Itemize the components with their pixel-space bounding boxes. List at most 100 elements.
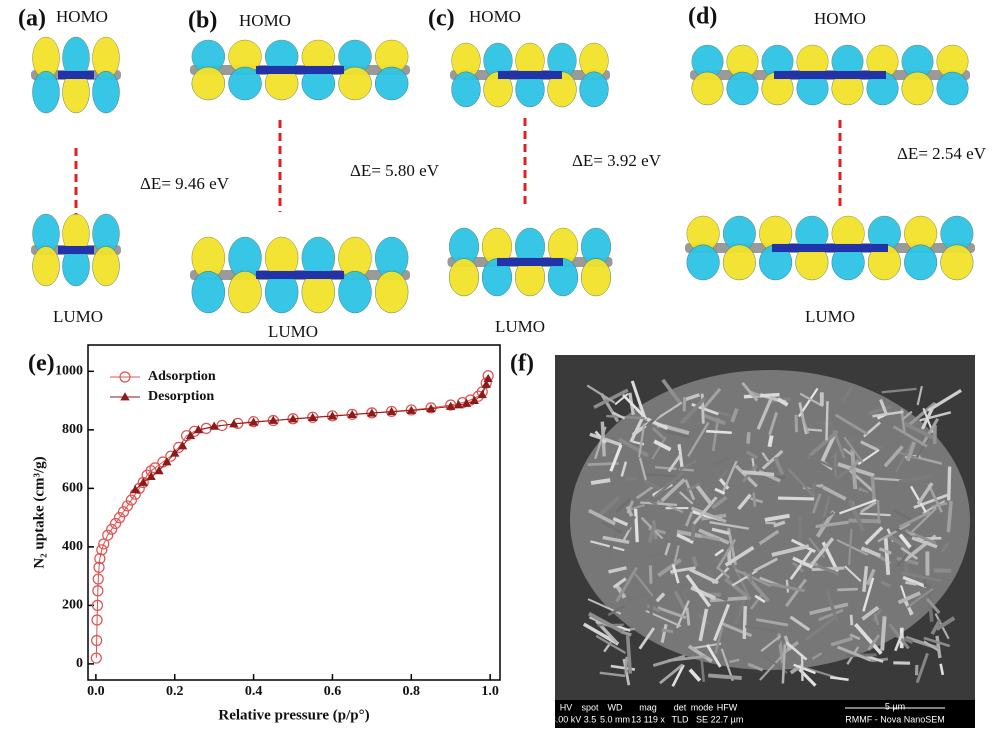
sem-fiber <box>892 509 914 522</box>
y-tick-label: 0 <box>76 656 83 671</box>
sem-fiber <box>927 389 962 412</box>
data-point <box>113 512 126 524</box>
sem-fiber <box>909 507 938 534</box>
sem-fiber <box>651 436 667 460</box>
data-point <box>125 494 137 506</box>
data-point <box>92 573 104 585</box>
sem-fiber <box>646 553 663 557</box>
orbital <box>190 39 410 101</box>
sem-fiber <box>866 568 876 586</box>
sem-fiber <box>590 540 625 552</box>
lobe <box>726 71 759 106</box>
molecule-core <box>256 271 344 279</box>
data-point <box>386 406 397 416</box>
sem-fiber <box>682 569 714 596</box>
sem-fiber <box>842 447 854 457</box>
sem-fiber <box>915 652 929 684</box>
sem-fiber <box>907 402 936 427</box>
sem-fiber <box>709 596 748 603</box>
orbital <box>450 42 610 108</box>
lobe <box>191 271 226 314</box>
x-tick-label: 1.0 <box>481 684 499 699</box>
lobe <box>691 71 724 106</box>
sem-info-bar <box>555 700 975 728</box>
lobe <box>228 66 262 101</box>
sem-fiber <box>714 626 724 654</box>
sem-fiber <box>750 497 764 504</box>
data-point <box>90 652 102 664</box>
sem-fiber <box>745 450 758 460</box>
sem-fiber <box>598 496 620 517</box>
plot-frame <box>87 344 501 681</box>
sem-header: det <box>674 702 687 712</box>
sem-fiber <box>690 522 696 541</box>
x-tick-label: 0.8 <box>403 684 421 699</box>
data-point <box>162 457 172 466</box>
sem-fiber <box>803 511 835 533</box>
data-point <box>96 544 108 556</box>
sem-fiber <box>609 444 623 472</box>
molecule-core <box>772 244 888 252</box>
orbital <box>685 215 975 281</box>
data-point <box>146 471 156 481</box>
lobe <box>940 244 974 281</box>
sem-fiber <box>877 499 880 524</box>
sem-fiber <box>867 634 881 651</box>
homo-label: HOMO <box>814 9 866 28</box>
data-point <box>446 401 456 410</box>
sem-fiber <box>868 404 893 415</box>
sem-fiber <box>770 582 805 593</box>
sem-fiber <box>799 392 824 408</box>
sem-fiber <box>698 608 709 642</box>
lobe <box>374 66 409 101</box>
x-tick-label: 0.6 <box>324 684 342 699</box>
x-tick-label: 0.0 <box>87 684 105 699</box>
sem-fiber <box>862 577 875 612</box>
sem-fiber <box>614 393 629 406</box>
sem-fiber <box>800 415 810 434</box>
sem-fiber <box>839 498 877 515</box>
lobe <box>191 66 226 101</box>
sem-fiber <box>595 634 627 654</box>
sem-fiber <box>785 578 807 608</box>
sem-fiber <box>737 493 752 511</box>
sem-fiber <box>685 574 712 608</box>
sem-fiber <box>753 557 778 573</box>
x-tick-label: 0.2 <box>166 684 184 699</box>
sem-fiber <box>880 616 887 651</box>
sem-fiber <box>894 527 911 538</box>
sem-fiber <box>896 556 919 566</box>
sem-fiber <box>734 568 772 588</box>
sem-fiber <box>836 539 869 556</box>
sem-fiber <box>742 470 775 477</box>
sem-fiber <box>607 604 626 617</box>
sem-fiber <box>625 476 638 482</box>
lobe <box>448 258 480 297</box>
sem-fiber <box>825 590 839 622</box>
sem-fiber <box>811 493 822 514</box>
sem-fiber <box>731 569 758 587</box>
sem-fiber <box>815 421 833 426</box>
lumo-label: LUMO <box>53 307 103 326</box>
sem-fiber <box>679 459 697 471</box>
sem-fiber <box>930 618 942 636</box>
sem-fiber <box>717 567 731 579</box>
sem-fiber <box>802 452 837 470</box>
sem-value: 13 119 x <box>631 714 665 724</box>
sem-fiber <box>913 492 951 509</box>
sem-fiber <box>588 508 616 526</box>
data-point <box>453 400 464 409</box>
data-point <box>121 500 134 512</box>
legend-label: Adsorption <box>148 369 216 384</box>
sem-fiber <box>768 412 778 435</box>
lumo-label: LUMO <box>495 317 545 336</box>
sem-fiber <box>691 555 699 567</box>
data-point <box>469 395 480 404</box>
sem-fiber <box>624 656 629 674</box>
orbital <box>190 236 410 314</box>
sem-fiber <box>902 410 913 420</box>
sem-fiber <box>593 388 629 410</box>
sem-fiber <box>794 414 799 433</box>
molecule-core <box>774 71 886 79</box>
sem-fiber <box>850 449 858 490</box>
